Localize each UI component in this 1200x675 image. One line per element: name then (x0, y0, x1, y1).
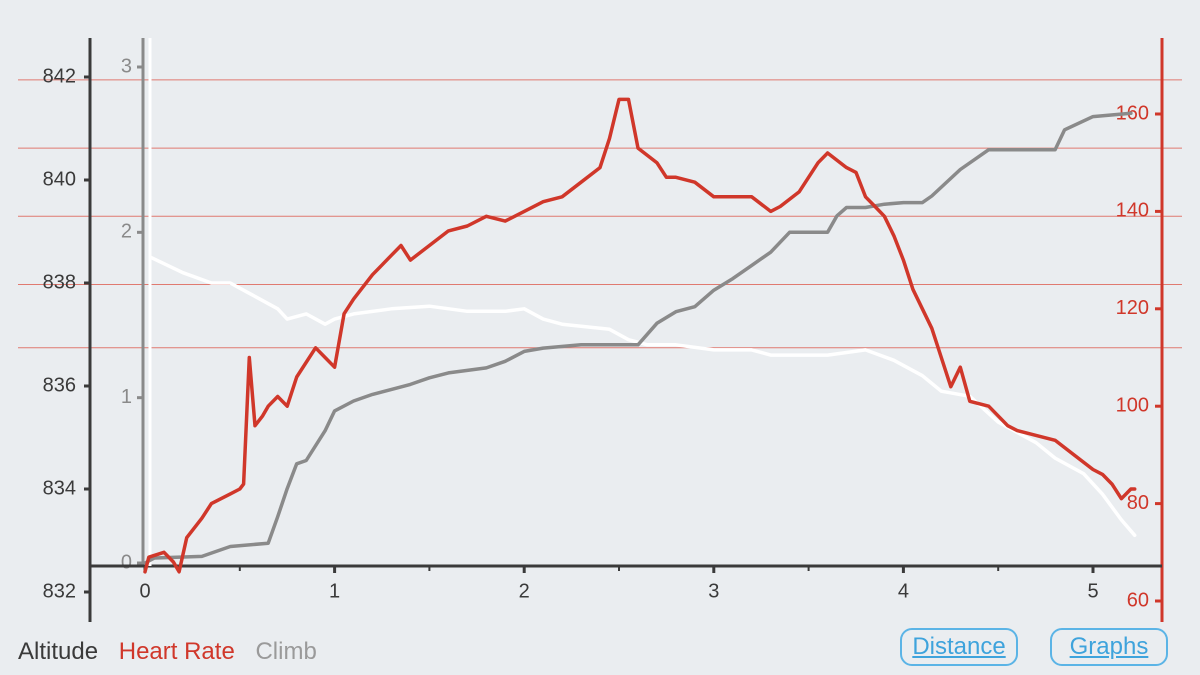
x-tick-label: 0 (139, 580, 150, 602)
altitude-tick-label: 838 (43, 271, 76, 293)
graphs-button[interactable]: Graphs (1050, 628, 1168, 666)
altitude-tick-label: 842 (43, 65, 76, 87)
altitude-tick-label: 832 (43, 580, 76, 602)
legend-heart-rate: Heart Rate (118, 638, 235, 665)
heart-rate-tick-label: 80 (1127, 492, 1149, 514)
climb-tick-label: 1 (121, 386, 132, 408)
series-line-altitude (148, 255, 1137, 538)
climb-tick-label: 0 (121, 551, 132, 573)
legend-altitude: Altitude (18, 638, 99, 665)
distance-button[interactable]: Distance (900, 628, 1018, 666)
heart-rate-tick-label: 140 (1116, 200, 1149, 222)
climb-tick-label: 2 (121, 221, 132, 243)
heart-rate-tick-label: 100 (1116, 394, 1149, 416)
series-line-climb (143, 111, 1133, 565)
altitude-tick-label: 840 (43, 168, 76, 190)
altitude-tick-label: 834 (43, 477, 76, 499)
climb-tick-label: 3 (121, 55, 132, 77)
x-tick-label: 2 (519, 580, 530, 602)
series-line-heart-rate (143, 97, 1137, 574)
legend: Altitude Heart Rate Climb (18, 638, 331, 666)
heart-rate-tick-label: 120 (1116, 297, 1149, 319)
legend-climb: Climb (255, 638, 317, 665)
heart-rate-tick-label: 60 (1127, 589, 1149, 611)
x-tick-label: 3 (708, 580, 719, 602)
altitude-tick-label: 836 (43, 374, 76, 396)
x-tick-label: 5 (1087, 580, 1098, 602)
x-tick-label: 4 (898, 580, 909, 602)
x-tick-label: 1 (329, 580, 340, 602)
